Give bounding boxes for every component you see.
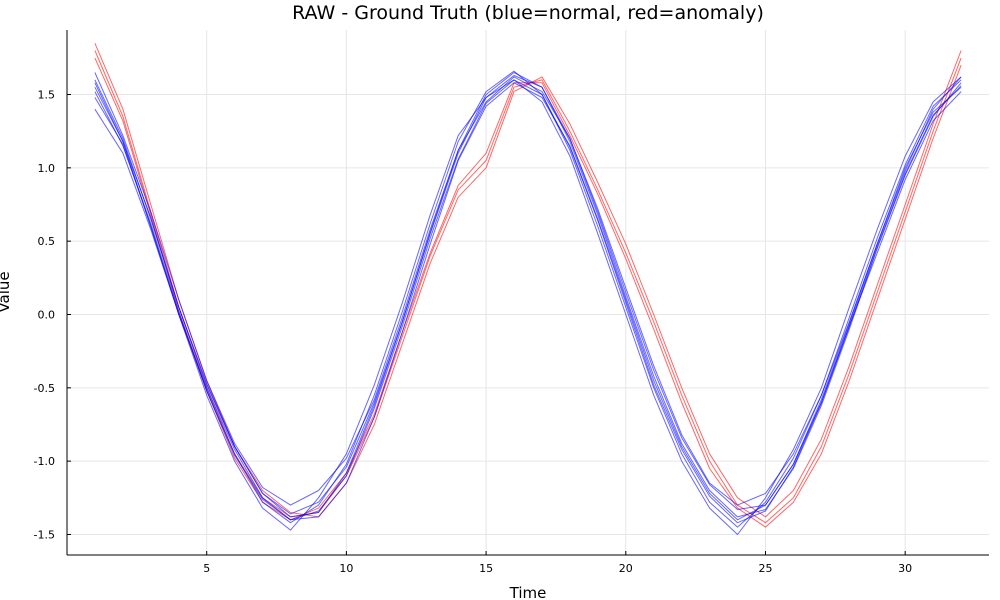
x-grid — [206, 30, 906, 555]
x-tick-label: 15 — [479, 562, 493, 575]
normal-series-line — [94, 72, 962, 506]
y-grid — [67, 94, 989, 535]
anomaly-series-line — [94, 50, 962, 524]
x-tick-label: 10 — [339, 562, 353, 575]
x-tick-label: 25 — [758, 562, 772, 575]
normal-series-line — [94, 72, 962, 515]
anomaly-series-line — [94, 57, 962, 528]
x-ticks: 5 10 15 20 25 30 — [203, 551, 912, 575]
normal-series-line — [94, 76, 962, 535]
anomaly-series-line — [94, 43, 962, 518]
series-lines — [94, 43, 962, 535]
x-tick-label: 20 — [619, 562, 633, 575]
y-tick-label: 1.5 — [38, 89, 56, 102]
y-ticks: -1.5 -1.0 -0.5 0.0 0.5 1.0 1.5 — [34, 89, 71, 541]
x-tick-label: 30 — [898, 562, 912, 575]
x-axis-title: Time — [509, 584, 547, 600]
normal-series-line — [94, 70, 962, 528]
normal-series-line — [94, 79, 962, 524]
y-tick-label: 1.0 — [38, 162, 56, 175]
normal-series-line — [94, 75, 962, 518]
y-tick-label: -0.5 — [34, 382, 55, 395]
y-tick-label: -1.0 — [34, 455, 55, 468]
y-tick-label: 0.0 — [38, 308, 56, 321]
chart-title: RAW - Ground Truth (blue=normal, red=ano… — [292, 2, 764, 24]
x-tick-label: 5 — [203, 562, 210, 575]
y-tick-label: 0.5 — [38, 235, 56, 248]
y-tick-label: -1.5 — [34, 528, 55, 541]
y-axis-title: Value — [0, 271, 13, 312]
normal-series-line — [94, 82, 962, 521]
